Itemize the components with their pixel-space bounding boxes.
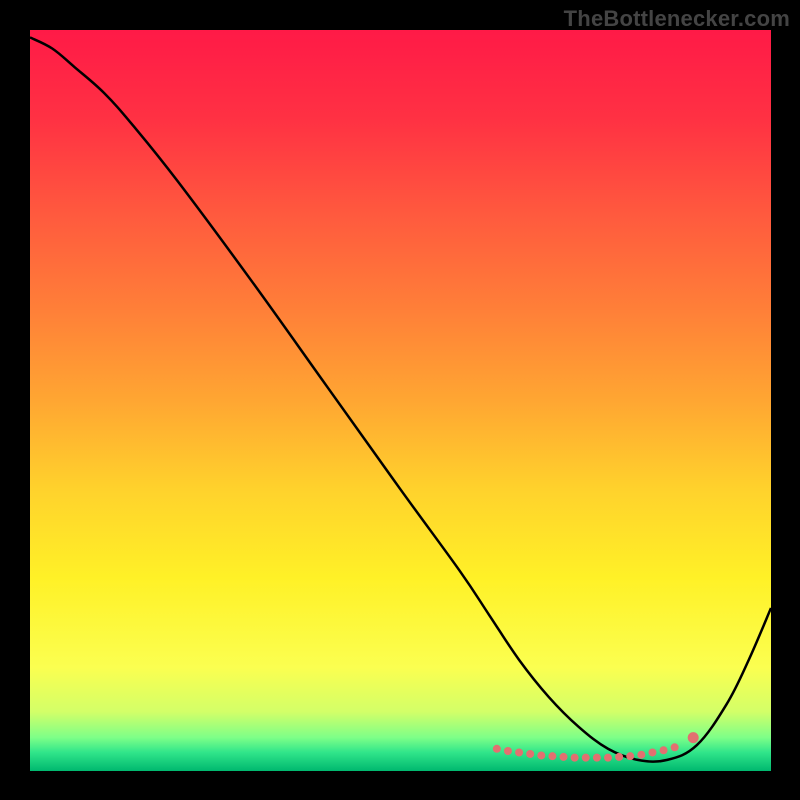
marker-point — [571, 754, 579, 762]
marker-point — [604, 754, 612, 762]
marker-point — [593, 754, 601, 762]
marker-point — [660, 746, 668, 754]
marker-point — [526, 750, 534, 758]
marker-point — [615, 753, 623, 761]
canvas-frame: TheBottlenecker.com — [0, 0, 800, 800]
plot-area — [30, 30, 771, 771]
marker-point — [582, 754, 590, 762]
watermark-label: TheBottlenecker.com — [564, 6, 790, 32]
marker-point — [671, 743, 679, 751]
chart-svg — [30, 30, 771, 771]
marker-point — [637, 751, 645, 759]
marker-point — [626, 752, 634, 760]
marker-point — [537, 751, 545, 759]
marker-point — [560, 753, 568, 761]
gradient-background — [30, 30, 771, 771]
marker-point — [515, 748, 523, 756]
marker-point — [648, 748, 656, 756]
marker-point — [504, 747, 512, 755]
marker-end-point — [688, 732, 699, 743]
marker-point — [493, 745, 501, 753]
marker-point — [548, 752, 556, 760]
